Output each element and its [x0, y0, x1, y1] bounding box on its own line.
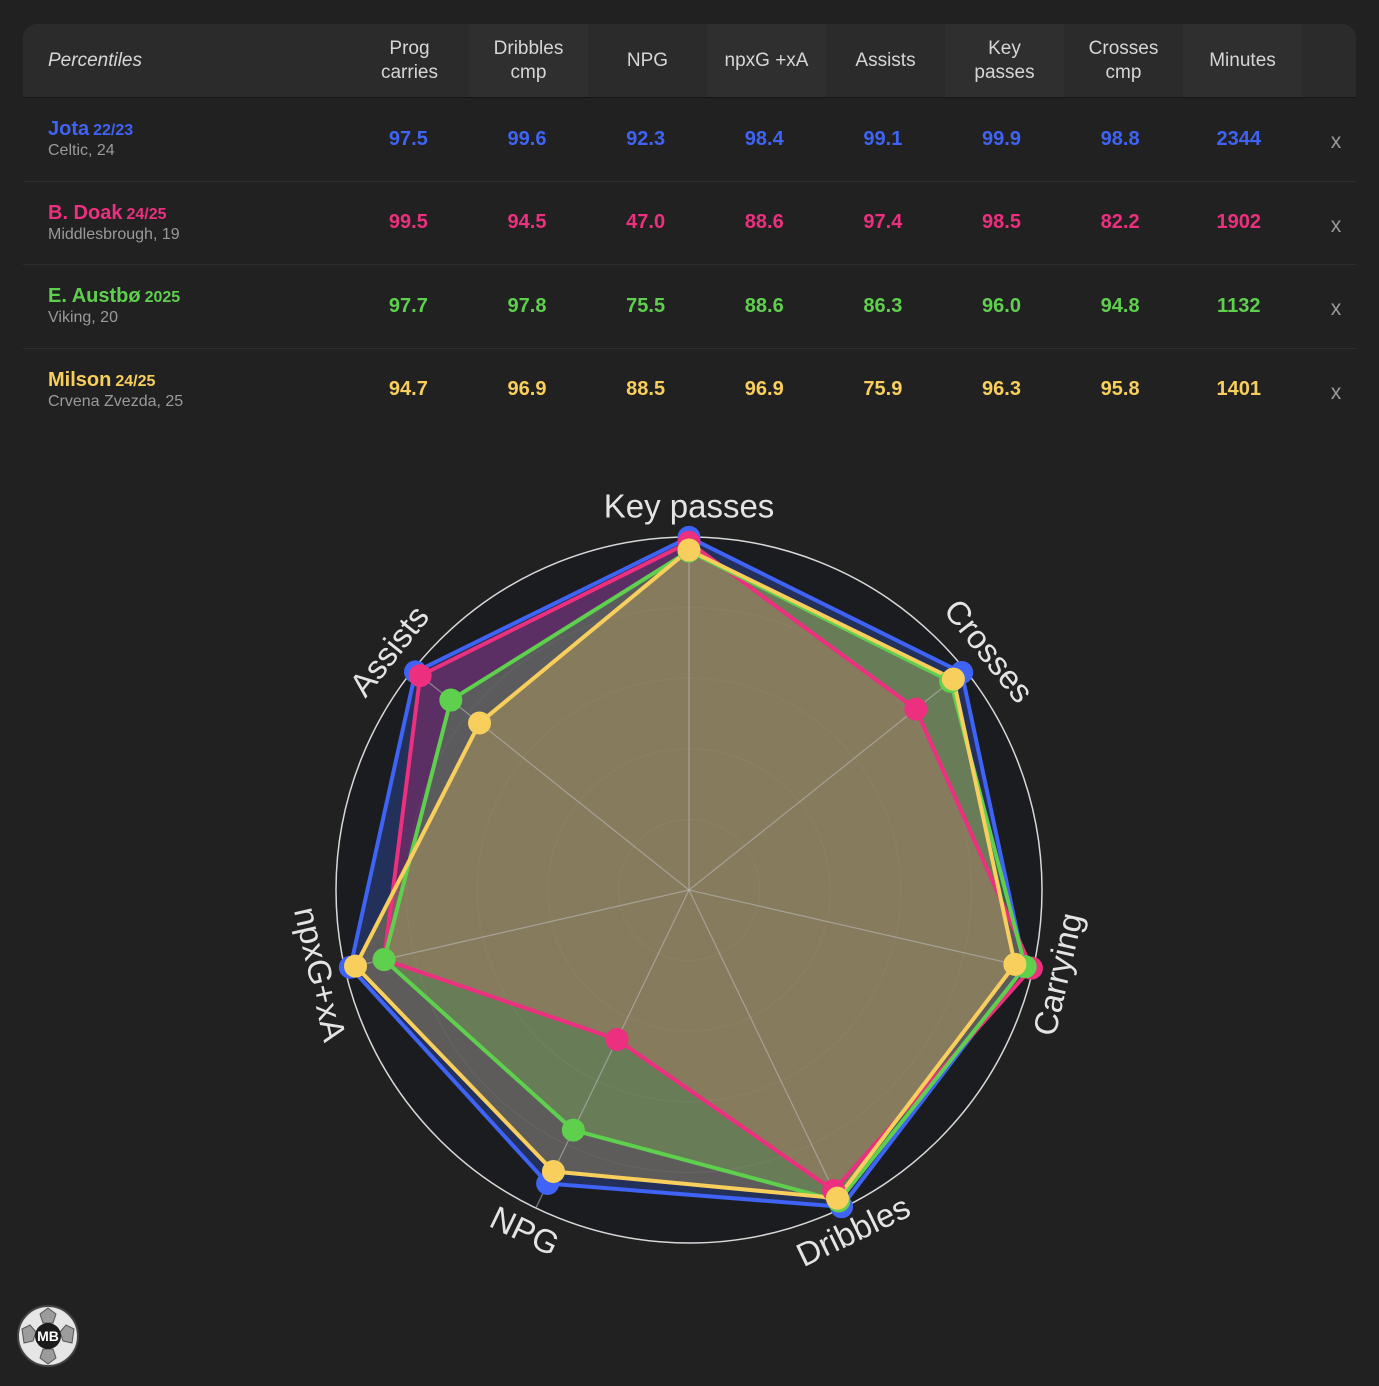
value-cell: 96.9 — [507, 378, 547, 401]
value-cell: 97.8 — [507, 294, 547, 317]
series-point — [605, 1027, 629, 1051]
series-line — [348, 535, 1027, 1209]
series-point — [372, 948, 396, 972]
radar-spoke — [688, 889, 1034, 970]
header-col-7[interactable]: Minutes — [1183, 24, 1302, 97]
value-cell: 96.3 — [982, 378, 1021, 401]
value-cell: 98.5 — [982, 211, 1021, 234]
header-col-5[interactable]: Key passes — [945, 24, 1064, 97]
value-cell: 99.5 — [388, 211, 428, 234]
series-point — [941, 667, 965, 691]
value-cell: 88.6 — [744, 294, 784, 317]
value-cell: 88.6 — [744, 211, 784, 234]
player-club: Celtic, 24 — [48, 142, 115, 160]
axis-label: Key passes — [604, 488, 775, 525]
player-club: Viking, 20 — [48, 309, 118, 327]
player-cell: Milson 24/25 Crvena Zvezda, 25 — [23, 369, 349, 411]
value-cell: 96.9 — [744, 378, 784, 401]
table-row: Jota 22/23 Celtic, 24 97.5 99.6 92.3 98.4 99.1 9… — [23, 98, 1356, 182]
remove-player-button[interactable]: x — [1330, 380, 1342, 404]
series-fill — [384, 551, 1026, 1202]
series-point — [344, 954, 368, 978]
value-cell: 92.3 — [626, 127, 666, 150]
percentile-table: Percentiles Prog carries Dribbles cmp NPG n… — [23, 24, 1356, 431]
player-club: Middlesbrough, 19 — [48, 225, 180, 243]
player-name[interactable]: Milson — [48, 368, 112, 391]
header-col-3[interactable]: npxG +xA — [707, 24, 826, 97]
series-fill — [355, 550, 1015, 1199]
table-row: Milson 24/25 Crvena Zvezda, 25 94.7 96.9 88.5… — [23, 349, 1356, 432]
remove-player-button[interactable]: x — [1330, 213, 1342, 237]
series-point — [408, 664, 432, 688]
value-cell: 82.2 — [1100, 211, 1140, 234]
player-name[interactable]: E. Austbø — [48, 285, 141, 308]
value-cell: 97.7 — [388, 294, 428, 317]
header-col-2[interactable]: NPG — [626, 49, 669, 71]
series-fill — [384, 542, 1032, 1191]
series-line — [382, 540, 1034, 1193]
value-cell: 1401 — [1216, 378, 1262, 401]
player-season: 24/25 — [115, 372, 156, 390]
radar-spoke — [688, 889, 843, 1209]
series-point — [904, 697, 928, 721]
value-cell: 75.9 — [863, 378, 903, 401]
player-cell: Jota 22/23 Celtic, 24 — [23, 118, 349, 160]
header-col-6[interactable]: Crosses cmp — [1088, 37, 1159, 83]
value-cell: 97.4 — [863, 211, 903, 234]
value-cell: 1132 — [1217, 294, 1261, 317]
value-cell: 97.5 — [388, 127, 428, 150]
value-cell: 47.0 — [626, 211, 666, 234]
radar-chart: Key passesCrossesCarryingDribblesNPGnpxG… — [287, 488, 1090, 1274]
player-season: 24/25 — [126, 205, 167, 223]
player-name[interactable]: B. Doak — [48, 201, 123, 224]
series-point — [541, 1159, 565, 1183]
header-col-4[interactable]: Assists — [855, 49, 916, 71]
player-cell: E. Austbø 2025 Viking, 20 — [23, 285, 349, 327]
value-cell: 95.8 — [1100, 378, 1140, 401]
series-point — [825, 1186, 849, 1210]
value-cell: 1902 — [1216, 211, 1262, 234]
header-col-1[interactable]: Dribbles cmp — [469, 24, 588, 97]
header-percentiles: Percentiles — [48, 49, 142, 71]
table-row: B. Doak 24/25 Middlesbrough, 19 99.5 94.5 47.… — [23, 182, 1356, 265]
value-cell: 88.5 — [626, 378, 666, 401]
value-cell: 99.1 — [863, 127, 903, 150]
logo-text: MB — [37, 1328, 59, 1344]
player-season: 22/23 — [93, 122, 134, 140]
table-row: E. Austbø 2025 Viking, 20 97.7 97.8 75.5 88.6 8… — [23, 265, 1356, 349]
value-cell: 98.4 — [744, 127, 784, 150]
series-point — [677, 538, 701, 562]
value-cell: 96.0 — [982, 294, 1021, 317]
series-point — [468, 711, 492, 735]
series-fill — [350, 537, 1025, 1207]
value-cell: 75.5 — [626, 294, 666, 317]
value-cell: 86.3 — [863, 294, 903, 317]
mb-logo: MB — [17, 1305, 79, 1367]
radar-spoke — [344, 889, 690, 970]
player-club: Crvena Zvezda, 25 — [48, 392, 184, 410]
value-cell: 94.5 — [507, 211, 547, 234]
value-cell: 99.9 — [982, 127, 1021, 150]
remove-player-button[interactable]: x — [1330, 297, 1342, 321]
series-line — [353, 548, 1017, 1201]
value-cell: 94.7 — [388, 378, 428, 401]
value-cell: 99.6 — [507, 127, 547, 150]
player-name[interactable]: Jota — [48, 118, 90, 141]
table-body: Jota 22/23 Celtic, 24 97.5 99.6 92.3 98.4 99.1 9… — [23, 98, 1356, 431]
value-cell: 94.8 — [1100, 294, 1140, 317]
series-point — [561, 1118, 585, 1142]
header-col-0[interactable]: Prog carries — [380, 37, 438, 83]
value-cell: 98.8 — [1100, 127, 1140, 150]
series-point — [1003, 952, 1027, 976]
player-cell: B. Doak 24/25 Middlesbrough, 19 — [23, 202, 349, 244]
series-point — [439, 688, 463, 712]
player-season: 2025 — [144, 289, 181, 307]
table-header: Percentiles Prog carries Dribbles cmp NPG n… — [23, 24, 1356, 98]
value-cell: 2344 — [1216, 127, 1262, 150]
remove-player-button[interactable]: x — [1330, 130, 1342, 154]
